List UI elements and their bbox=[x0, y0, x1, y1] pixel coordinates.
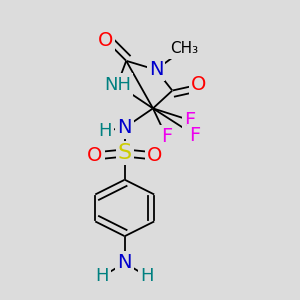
Text: N: N bbox=[118, 118, 132, 137]
Text: F: F bbox=[189, 126, 200, 145]
Text: O: O bbox=[98, 31, 113, 50]
Text: O: O bbox=[191, 75, 207, 94]
Text: H: H bbox=[96, 267, 109, 285]
Text: CH₃: CH₃ bbox=[170, 41, 198, 56]
Text: S: S bbox=[118, 143, 132, 163]
Text: NH: NH bbox=[104, 76, 131, 94]
Text: N: N bbox=[118, 254, 132, 272]
Text: H: H bbox=[99, 122, 112, 140]
Text: F: F bbox=[184, 111, 196, 130]
Text: H: H bbox=[140, 267, 154, 285]
Text: N: N bbox=[149, 60, 163, 79]
Text: F: F bbox=[161, 127, 172, 146]
Text: O: O bbox=[147, 146, 162, 165]
Text: O: O bbox=[87, 146, 103, 165]
